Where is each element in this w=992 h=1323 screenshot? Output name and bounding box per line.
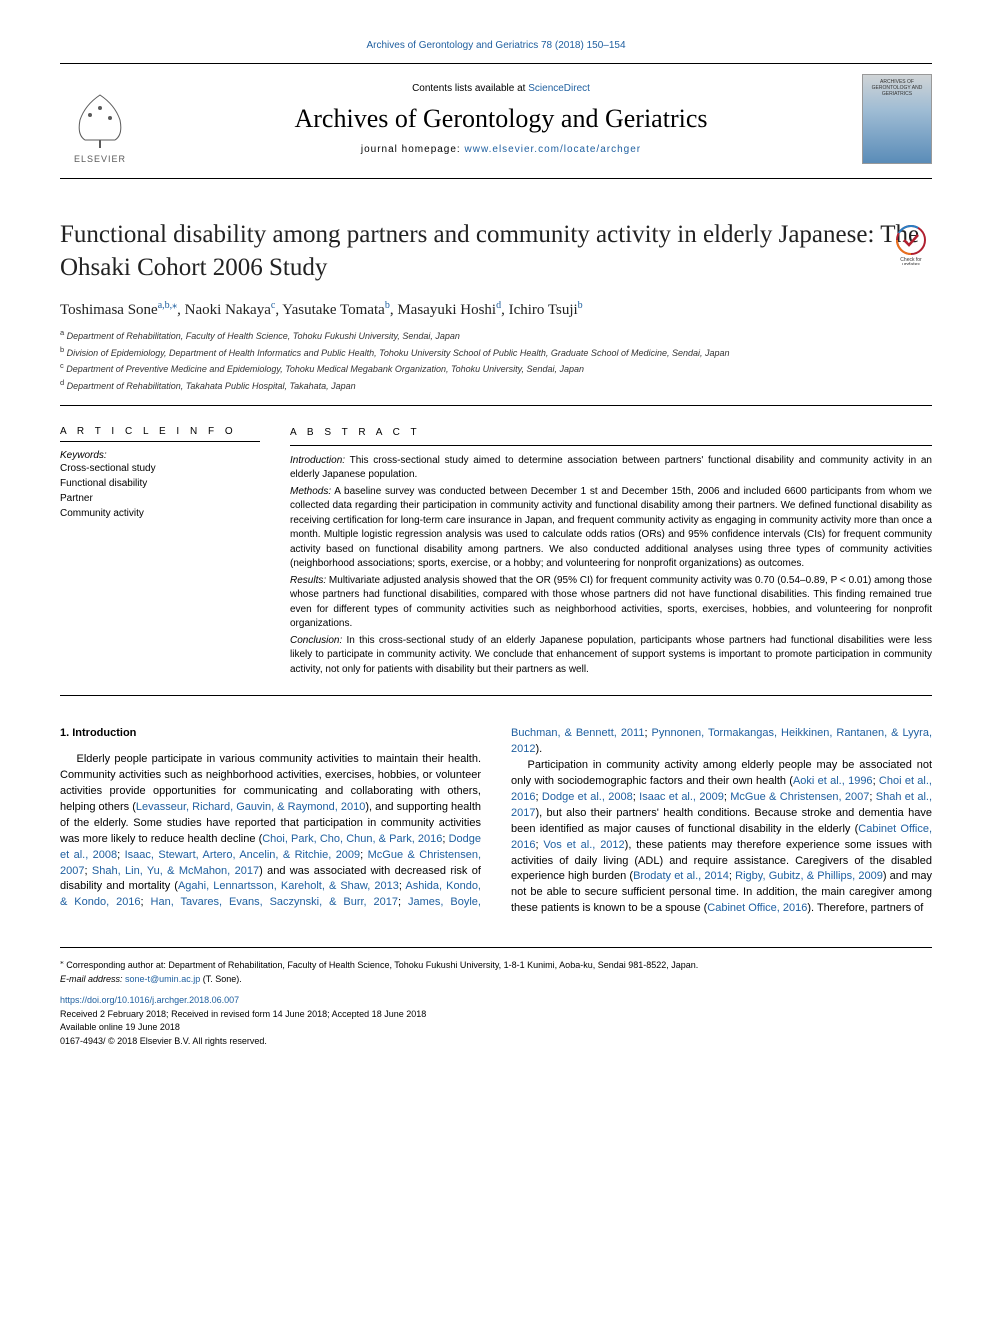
ref-link[interactable]: Levasseur, Richard, Gauvin, & Raymond, 2… xyxy=(136,801,365,813)
ref-link[interactable]: Isaac, Stewart, Artero, Ancelin, & Ritch… xyxy=(125,849,361,861)
top-citation-anchor[interactable]: Archives of Gerontology and Geriatrics 7… xyxy=(366,40,625,51)
ref-link[interactable]: Cabinet Office, 2016 xyxy=(707,902,807,914)
article-info-column: A R T I C L E I N F O Keywords: Cross-se… xyxy=(60,426,260,679)
journal-homepage-line: journal homepage: www.elsevier.com/locat… xyxy=(160,144,842,155)
keyword-item: Partner xyxy=(60,491,260,506)
ref-link[interactable]: Brodaty et al., 2014 xyxy=(633,870,729,882)
received-line: Received 2 February 2018; Received in re… xyxy=(60,1008,932,1022)
contents-available-line: Contents lists available at ScienceDirec… xyxy=(160,83,842,94)
ref-link[interactable]: McGue & Christensen, 2007 xyxy=(730,791,869,803)
keyword-item: Community activity xyxy=(60,506,260,521)
journal-homepage-link[interactable]: www.elsevier.com/locate/archger xyxy=(465,144,642,155)
masthead: ELSEVIER Contents lists available at Sci… xyxy=(60,63,932,179)
authors-line: Toshimasa Sonea,b,⁎, Naoki Nakayac, Yasu… xyxy=(60,300,932,319)
email-line: E-mail address: sone-t@umin.ac.jp (T. So… xyxy=(60,973,932,987)
body-paragraph-2: Participation in community activity amon… xyxy=(511,758,932,917)
keyword-item: Cross-sectional study xyxy=(60,461,260,476)
abstract-section: Introduction: This cross-sectional study… xyxy=(290,454,932,483)
affiliation-item: a Department of Rehabilitation, Faculty … xyxy=(60,327,932,344)
header-citation-link[interactable]: Archives of Gerontology and Geriatrics 7… xyxy=(60,40,932,51)
journal-cover-title: ARCHIVES OF GERONTOLOGY AND GERIATRICS xyxy=(867,79,927,97)
sciencedirect-link[interactable]: ScienceDirect xyxy=(528,83,590,94)
doi-link[interactable]: https://doi.org/10.1016/j.archger.2018.0… xyxy=(60,994,932,1008)
affiliation-item: b Division of Epidemiology, Department o… xyxy=(60,344,932,361)
masthead-center: Contents lists available at ScienceDirec… xyxy=(160,83,842,155)
ref-link[interactable]: Shah, Lin, Yu, & McMahon, 2017 xyxy=(92,865,259,877)
footer: ⁎ Corresponding author at: Department of… xyxy=(60,947,932,1048)
article-body: 1. Introduction Elderly people participa… xyxy=(60,726,932,917)
ref-link[interactable]: Rigby, Gubitz, & Phillips, 2009 xyxy=(735,870,883,882)
svg-text:updates: updates xyxy=(902,262,920,265)
ref-link[interactable]: Isaac et al., 2009 xyxy=(639,791,724,803)
ref-link[interactable]: Agahi, Lennartsson, Kareholt, & Shaw, 20… xyxy=(178,880,399,892)
elsevier-logo: ELSEVIER xyxy=(60,74,140,164)
journal-name: Archives of Gerontology and Geriatrics xyxy=(160,104,842,134)
journal-cover-thumbnail: ARCHIVES OF GERONTOLOGY AND GERIATRICS xyxy=(862,74,932,164)
keywords-label: Keywords: xyxy=(60,450,260,461)
info-abstract-row: A R T I C L E I N F O Keywords: Cross-se… xyxy=(60,426,932,696)
ref-link[interactable]: Vos et al., 2012 xyxy=(543,839,624,851)
elsevier-tree-icon xyxy=(65,90,135,150)
ref-link[interactable]: Han, Tavares, Evans, Saczynski, & Burr, … xyxy=(151,896,398,908)
elsevier-wordmark: ELSEVIER xyxy=(74,154,126,164)
email-link[interactable]: sone-t@umin.ac.jp xyxy=(125,974,200,984)
article-title: Functional disability among partners and… xyxy=(60,219,932,284)
abstract-section: Conclusion: In this cross-sectional stud… xyxy=(290,634,932,678)
title-block: Functional disability among partners and… xyxy=(60,219,932,406)
affiliation-item: c Department of Preventive Medicine and … xyxy=(60,360,932,377)
copyright-line: 0167-4943/ © 2018 Elsevier B.V. All righ… xyxy=(60,1035,932,1049)
ref-link[interactable]: Dodge et al., 2008 xyxy=(542,791,633,803)
abstract-section: Results: Multivariate adjusted analysis … xyxy=(290,574,932,632)
affiliations-block: a Department of Rehabilitation, Faculty … xyxy=(60,327,932,406)
affiliation-item: d Department of Rehabilitation, Takahata… xyxy=(60,377,932,394)
keywords-list: Cross-sectional studyFunctional disabili… xyxy=(60,461,260,521)
abstract-column: A B S T R A C T Introduction: This cross… xyxy=(290,426,932,679)
check-for-updates-badge[interactable]: Check for updates xyxy=(890,223,932,265)
keyword-item: Functional disability xyxy=(60,476,260,491)
article-info-heading: A R T I C L E I N F O xyxy=(60,426,260,442)
section-1-heading: 1. Introduction xyxy=(60,726,481,742)
online-line: Available online 19 June 2018 xyxy=(60,1021,932,1035)
abstract-section: Methods: A baseline survey was conducted… xyxy=(290,485,932,572)
corresponding-author: ⁎ Corresponding author at: Department of… xyxy=(60,956,932,973)
page-root: Archives of Gerontology and Geriatrics 7… xyxy=(0,0,992,1088)
abstract-heading: A B S T R A C T xyxy=(290,426,932,446)
ref-link[interactable]: Aoki et al., 1996 xyxy=(793,775,873,787)
abstract-body: Introduction: This cross-sectional study… xyxy=(290,454,932,678)
ref-link[interactable]: Choi, Park, Cho, Chun, & Park, 2016 xyxy=(262,833,442,845)
